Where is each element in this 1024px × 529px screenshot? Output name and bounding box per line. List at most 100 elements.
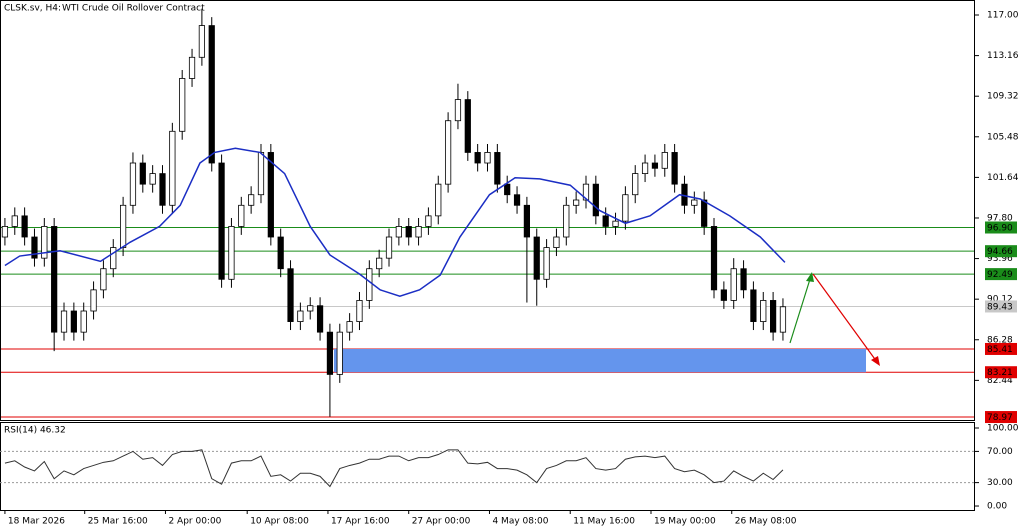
candle-body [346,321,353,333]
candle-body [198,25,206,58]
candle-body [779,306,787,333]
candle-body [385,236,393,259]
x-tick-label: 27 Apr 00:00 [412,517,471,527]
y-tick-label: 113.16 [987,51,1019,61]
candle-body [100,268,107,291]
candle-body [769,300,777,333]
candle-body [326,331,334,375]
candle-body [248,194,255,206]
candle-body [159,173,166,206]
candle-body [622,194,629,222]
level-label-box [985,268,1017,281]
candle-body [80,310,87,333]
x-tick-label: 2 Apr 00:00 [168,517,221,527]
y-tick-label: 30.00 [987,478,1013,488]
candle-body [632,173,639,196]
rsi-panel [0,422,975,511]
candle-body [730,268,737,301]
candle-body [750,289,757,322]
candle-body [474,152,481,164]
candle-body [60,310,68,333]
candle-body [297,310,304,322]
candle-body [376,257,383,270]
zone [334,348,866,373]
candle-body [267,152,274,238]
candle-body [238,204,245,227]
candle-body [149,173,156,185]
x-tick-label: 26 May 08:00 [735,517,797,527]
candle-body [641,162,649,174]
candle-body [612,220,619,227]
candle-body [701,199,708,227]
candle-body [563,204,570,238]
candle-body [70,310,77,333]
candle-body [11,215,18,227]
y-tick-label: 101.64 [987,173,1019,183]
candle-body [41,226,48,259]
candle-body [336,331,343,375]
candle-body [208,25,215,164]
candle-body [444,120,452,185]
candle-body [257,152,265,196]
candle-body [366,268,373,301]
candle-body [188,56,196,79]
y-tick-label: 109.32 [987,92,1019,102]
candle-body [651,162,659,169]
candle-body [592,183,599,217]
candle-body [454,99,462,122]
level-label: 85.41 [987,345,1013,355]
x-tick-label: 25 Mar 16:00 [88,517,148,527]
candle-body [494,152,501,185]
candle-body [356,300,363,322]
rsi-line [4,449,784,488]
y-tick-label: 0.00 [987,502,1007,512]
level-label: 83.21 [987,368,1013,378]
level-label-box [985,366,1017,379]
candle-body [287,268,294,322]
candle-body [228,226,235,280]
candle-body [523,204,531,238]
y-tick-label: 90.12 [987,295,1013,305]
arrow-up [789,275,812,344]
arrow-head [806,272,814,282]
price-label-box [985,300,1017,313]
candle-body [582,183,590,201]
candle-body [415,226,422,238]
x-tick-label: 11 May 16:00 [573,517,635,527]
candle-body [602,215,609,227]
x-tick-label: 4 May 08:00 [492,517,548,527]
level-label-box [985,342,1017,355]
candle-body [21,215,28,238]
x-tick-label: 10 Apr 08:00 [250,517,309,527]
level-label: 92.49 [987,270,1013,280]
y-tick-label: 82.44 [987,376,1013,386]
candle-body [129,162,137,206]
price-panel [0,0,975,421]
candle-body [760,300,767,322]
candle-body [395,226,402,238]
candle-body [484,152,491,164]
candle-body [139,162,146,185]
arrow-head [871,356,880,366]
candle-body [119,204,127,248]
candle-body [307,305,314,312]
y-tick-label: 93.96 [987,254,1013,264]
chart-title: WTI Crude Oil Rollover Contract [62,4,205,14]
candle-body [51,226,58,333]
level-label-box [985,411,1017,424]
y-tick-label: 100.00 [987,424,1019,434]
x-tick-label: 18 Mar 2026 [8,517,65,527]
candle-body [169,130,176,206]
candle-body [720,289,727,301]
candle-body [435,183,442,217]
candle-body [464,99,471,153]
price-label: 89.43 [987,302,1013,312]
y-tick-label: 86.28 [987,335,1013,345]
level-label: 94.66 [987,247,1013,257]
candle-body [533,236,540,280]
level-label-box [985,245,1017,258]
candle-body [691,199,698,206]
y-tick-label: 70.00 [987,447,1013,457]
candle-body [90,289,97,312]
